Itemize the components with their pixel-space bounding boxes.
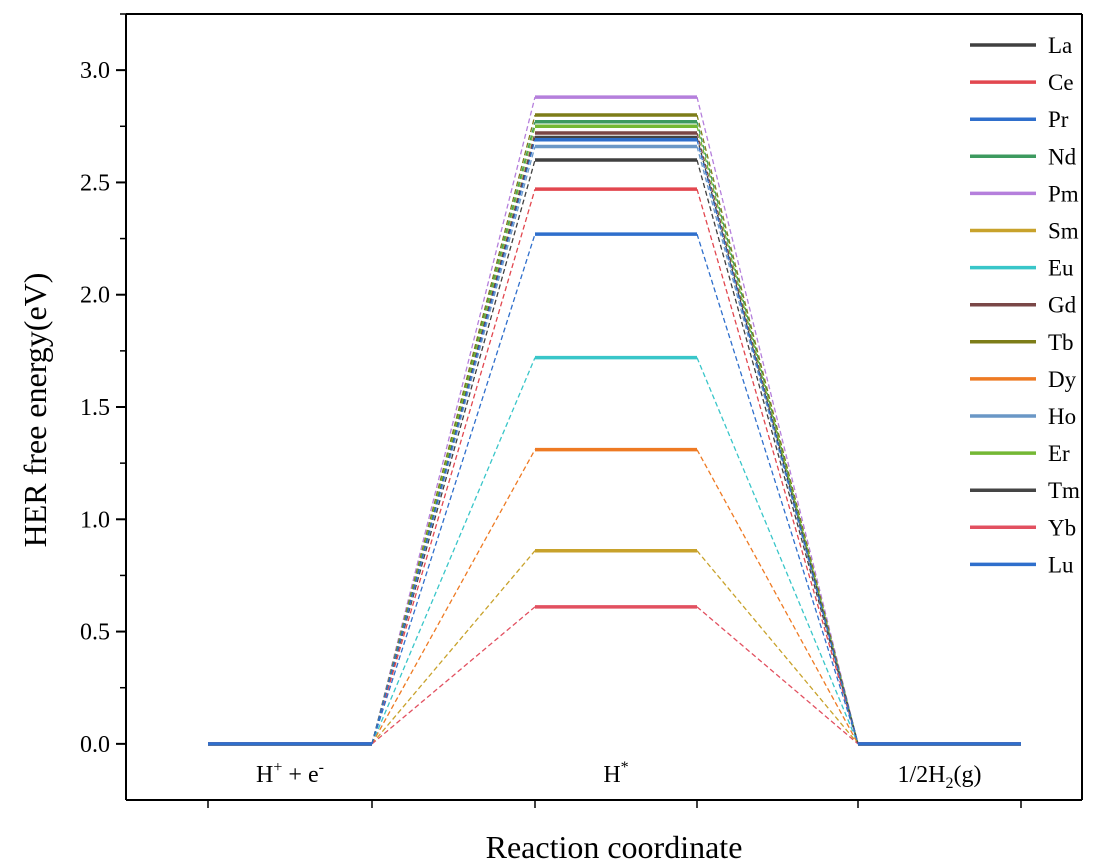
legend-label-tm: Tm xyxy=(1048,478,1080,503)
connector-la-0 xyxy=(371,159,536,745)
x-state-label: H* xyxy=(603,759,628,788)
series-layer xyxy=(208,95,1021,746)
connector-sm-1 xyxy=(696,550,859,745)
connector-eu-1 xyxy=(696,357,859,745)
legend-label-pr: Pr xyxy=(1048,107,1069,132)
connector-dy-0 xyxy=(371,449,536,745)
connector-eu-0 xyxy=(371,357,536,745)
connector-lu-1 xyxy=(696,139,859,745)
x-state-label: H+ + e-​ xyxy=(256,759,324,788)
legend-label-yb: Yb xyxy=(1048,515,1076,540)
connector-pr-1 xyxy=(696,233,859,745)
legend-label-ce: Ce xyxy=(1048,70,1074,95)
y-tick-label: 2.5 xyxy=(80,170,110,196)
connector-gd-1 xyxy=(696,132,859,745)
connector-yb-0 xyxy=(371,606,536,745)
connector-yb-1 xyxy=(696,606,859,745)
legend-label-dy: Dy xyxy=(1048,367,1077,392)
legend-label-eu: Eu xyxy=(1048,256,1074,281)
y-tick-label: 3.0 xyxy=(80,58,110,84)
connector-ce-0 xyxy=(371,188,536,745)
legend-label-lu: Lu xyxy=(1048,552,1074,577)
axes-layer: 0.0 0.5 1.0 1.5 2.0 2.5 3.0 H+ + e-​ H* 1/2H2(g) xyxy=(80,13,1083,808)
legend-label-gd: Gd xyxy=(1048,293,1077,318)
legend-label-ho: Ho xyxy=(1048,404,1076,429)
y-tick-label: 0.5 xyxy=(80,620,110,646)
connector-pr-0 xyxy=(371,233,536,745)
y-tick-label: 1.0 xyxy=(80,507,110,533)
connector-er-0 xyxy=(371,126,536,745)
legend-label-tb: Tb xyxy=(1048,330,1074,355)
connector-pm-0 xyxy=(371,96,536,745)
connector-ho-0 xyxy=(371,146,536,745)
y-tick-label: 0.0 xyxy=(80,732,110,758)
legend: La Ce Pr Nd Pm Sm Eu Gd Tb Dy Ho Er Tm Yb Lu xyxy=(970,33,1080,577)
connector-pm-1 xyxy=(696,96,859,745)
y-axis-title: HER free energy(eV) xyxy=(17,273,53,548)
connector-sm-0 xyxy=(371,550,536,745)
connector-la-1 xyxy=(696,159,859,745)
legend-label-pm: Pm xyxy=(1048,181,1079,206)
legend-label-nd: Nd xyxy=(1048,144,1077,169)
connector-ce-1 xyxy=(696,188,859,745)
legend-label-sm: Sm xyxy=(1048,219,1079,244)
legend-label-la: La xyxy=(1048,33,1072,58)
y-tick-label: 2.0 xyxy=(80,283,110,309)
x-axis-title: Reaction coordinate xyxy=(486,829,743,865)
connector-dy-1 xyxy=(696,449,859,745)
connector-lu-0 xyxy=(371,139,536,745)
y-tick-label: 1.5 xyxy=(80,395,110,421)
x-state-label: 1/2H2(g) xyxy=(898,762,982,792)
legend-label-er: Er xyxy=(1048,441,1070,466)
